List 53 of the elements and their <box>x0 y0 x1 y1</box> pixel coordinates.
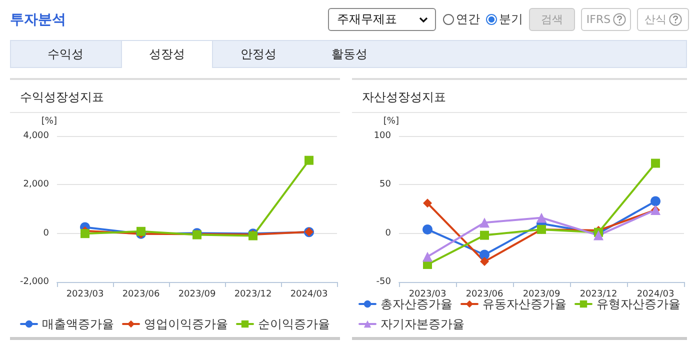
point <box>480 257 489 266</box>
legend-label: 순이익증가율 <box>258 317 330 331</box>
y-tick-label: 100 <box>374 131 392 141</box>
text: 수익성 <box>46 46 84 63</box>
legend-label: 총자산증가율 <box>380 297 452 311</box>
legend-label: 자기자본증가율 <box>380 317 464 331</box>
y-tick-label: 50 <box>380 180 392 190</box>
y-tick-label: 2,000 <box>23 180 50 190</box>
text: 활동성 <box>330 46 368 63</box>
point <box>651 158 660 168</box>
text: 산식 <box>637 8 689 31</box>
x-tick-label: 2024/03 <box>290 290 328 300</box>
point <box>422 224 432 234</box>
y-tick-label: 0 <box>385 228 392 238</box>
point <box>480 230 489 240</box>
text: 성장성 <box>121 41 213 68</box>
text: 투자분석 <box>10 11 66 29</box>
x-tick-label: 2023/09 <box>178 290 216 300</box>
point <box>650 196 660 206</box>
y-tick-label: -50 <box>376 277 392 287</box>
y-axis-title: [%] <box>41 116 57 126</box>
point <box>136 226 146 236</box>
x-tick-label: 2024/03 <box>636 290 674 300</box>
chart-title: 수익성장성지표 <box>20 89 104 106</box>
y-axis-title: [%] <box>383 116 399 126</box>
text: 연간 <box>456 12 480 26</box>
x-tick-label: 2023/12 <box>234 290 272 300</box>
text: 안정성 <box>240 46 278 63</box>
text: IFRS <box>581 8 631 31</box>
x-tick-label: 2023/03 <box>408 290 446 300</box>
text: 분기 <box>499 12 523 26</box>
x-tick-label: 2023/06 <box>122 290 160 300</box>
y-tick-label: 4,000 <box>23 131 50 141</box>
text: 검색 <box>529 8 575 31</box>
point <box>536 212 546 223</box>
legend-label: 유형자산증가율 <box>596 297 680 311</box>
point <box>480 218 490 228</box>
y-tick-label: -2,000 <box>20 277 50 287</box>
point <box>480 250 490 260</box>
point <box>304 156 314 165</box>
x-tick-label: 2023/03 <box>66 290 104 300</box>
point <box>422 252 432 262</box>
point <box>80 229 90 238</box>
x-tick-label: 2023/06 <box>466 290 504 300</box>
x-tick-label: 2023/12 <box>580 290 618 300</box>
point <box>423 198 432 208</box>
legend-label: 유동자산증가율 <box>482 297 566 311</box>
x-tick-label: 2023/09 <box>522 290 560 300</box>
y-tick-label: 0 <box>43 228 50 238</box>
chart-title: 자산성장성지표 <box>362 89 446 106</box>
text: 주재무제표 <box>328 8 436 31</box>
legend-label: 매출액증가율 <box>42 317 114 331</box>
legend-label: 영업이익증가율 <box>144 317 228 331</box>
